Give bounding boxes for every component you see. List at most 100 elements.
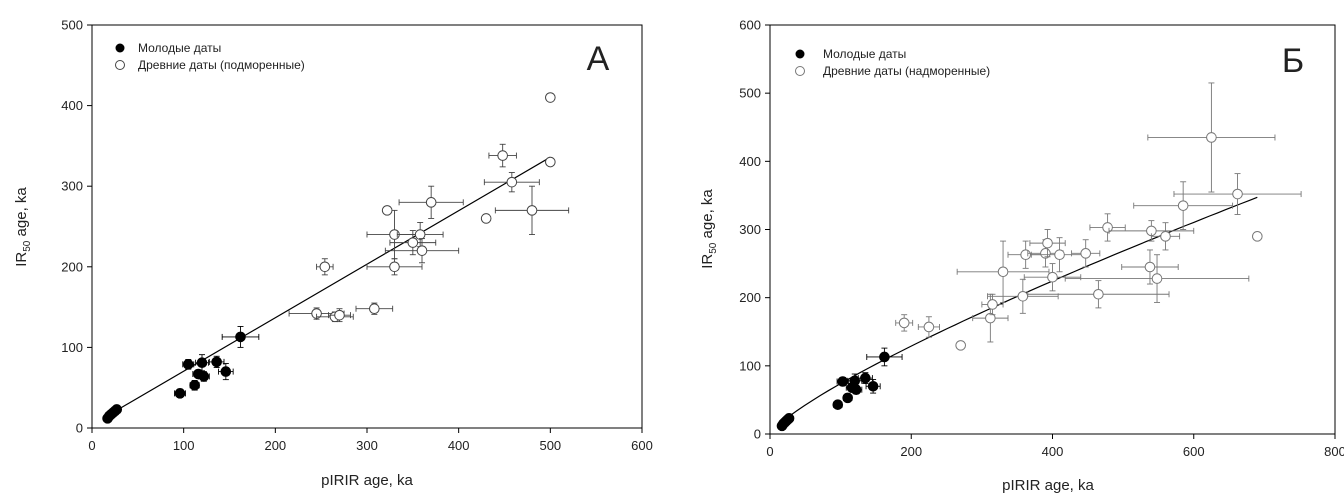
old-date-point bbox=[1080, 248, 1091, 259]
y-tick-label: 400 bbox=[61, 98, 83, 113]
y-tick-label: 400 bbox=[739, 154, 761, 169]
old-date-point bbox=[1252, 231, 1263, 242]
legend-b: Молодые даты Древние даты (надморенные) bbox=[795, 47, 990, 78]
axis-ticks-a: 0 100 200 300 400 500 600 0 100 200 300 400 500 bbox=[61, 18, 653, 454]
y-tick-label: 0 bbox=[76, 421, 83, 436]
y-axis-label-rest-a: age, ka bbox=[13, 187, 30, 241]
legend-label-young: Молодые даты bbox=[823, 47, 906, 61]
old-date-point bbox=[1042, 237, 1053, 249]
old-date-point bbox=[997, 266, 1009, 278]
old-date-point bbox=[1020, 249, 1031, 261]
x-tick-label: 400 bbox=[448, 438, 470, 453]
old-date-point bbox=[1054, 249, 1065, 261]
young-date-point bbox=[111, 404, 123, 415]
old-date-point bbox=[1160, 231, 1171, 242]
x-axis-label-b: pIRIR age, ka bbox=[1002, 477, 1094, 493]
old-date-point bbox=[407, 237, 419, 248]
legend-marker-filled bbox=[115, 43, 125, 53]
legend-label-old: Древние даты (подморенные) bbox=[138, 58, 305, 72]
panel-label-a: А bbox=[587, 40, 610, 78]
x-tick-label: 600 bbox=[631, 438, 653, 453]
regression-line bbox=[105, 156, 551, 418]
x-tick-label: 400 bbox=[1042, 444, 1064, 459]
old-date-point bbox=[414, 229, 426, 240]
young-date-point bbox=[879, 351, 890, 363]
x-tick-label: 100 bbox=[173, 438, 195, 453]
old-date-point bbox=[334, 309, 345, 321]
old-date-point bbox=[987, 299, 998, 310]
legend-label-old: Древние даты (надморенные) bbox=[823, 64, 990, 78]
y-axis-label-main-a: IR bbox=[13, 252, 30, 267]
data-points-b bbox=[776, 82, 1302, 432]
axis-ticks-b: 0 200 400 600 800 0 100 200 300 400 500 600 bbox=[739, 18, 1344, 460]
chart-panel-b: 0 200 400 600 800 0 100 200 300 400 500 600 Б Молод… bbox=[699, 18, 1344, 493]
x-axis-label-a: pIRIR age, ka bbox=[321, 472, 413, 489]
legend-marker-open bbox=[795, 66, 805, 76]
x-tick-label: 500 bbox=[539, 438, 561, 453]
y-tick-label: 500 bbox=[739, 86, 761, 101]
y-tick-label: 300 bbox=[739, 222, 761, 237]
legend-a: Молодые даты Древние даты (подморенные) bbox=[115, 41, 305, 72]
old-date-point bbox=[1017, 291, 1029, 302]
old-date-point bbox=[1151, 273, 1163, 284]
old-date-point bbox=[425, 197, 437, 208]
y-axis-label-sub-b: 50 bbox=[708, 242, 719, 254]
young-date-point bbox=[220, 366, 232, 377]
old-date-point bbox=[955, 340, 966, 351]
old-date-point bbox=[319, 261, 331, 273]
y-axis-label-main-b: IR bbox=[699, 254, 716, 269]
x-tick-label: 200 bbox=[264, 438, 286, 453]
old-date-point bbox=[526, 205, 538, 216]
old-date-point bbox=[1206, 132, 1217, 143]
y-axis-label-sub-a: 50 bbox=[22, 240, 33, 252]
y-axis-label-rest-b: age, ka bbox=[699, 189, 716, 243]
old-date-point bbox=[1177, 200, 1189, 211]
x-tick-label: 600 bbox=[1183, 444, 1205, 459]
y-tick-label: 100 bbox=[61, 340, 83, 355]
old-date-point bbox=[497, 150, 508, 161]
old-date-point bbox=[1232, 188, 1243, 200]
y-tick-label: 300 bbox=[61, 179, 83, 194]
x-tick-label: 300 bbox=[356, 438, 378, 453]
chart-panel-a: 0 100 200 300 400 500 600 0 100 200 300 400 500 А Мо… bbox=[13, 18, 653, 490]
y-axis-label-b: IR50 age, ka bbox=[699, 189, 719, 269]
young-date-point bbox=[783, 413, 795, 424]
y-tick-label: 500 bbox=[61, 18, 83, 33]
old-date-point bbox=[381, 205, 393, 216]
young-date-point bbox=[196, 357, 208, 369]
legend-marker-filled bbox=[795, 49, 805, 59]
data-points-a bbox=[102, 92, 570, 424]
x-tick-label: 0 bbox=[88, 438, 95, 453]
young-date-point bbox=[198, 371, 210, 382]
y-tick-label: 200 bbox=[739, 290, 761, 305]
old-date-point bbox=[480, 213, 492, 224]
legend-label-young: Молодые даты bbox=[138, 41, 221, 55]
young-date-point bbox=[867, 380, 879, 392]
plot-frame-b bbox=[769, 24, 1336, 435]
young-date-point bbox=[189, 379, 200, 391]
old-date-point bbox=[985, 312, 996, 324]
old-date-point bbox=[923, 321, 935, 333]
y-tick-label: 100 bbox=[739, 358, 761, 373]
young-date-point bbox=[842, 392, 853, 404]
fit-line-a bbox=[105, 156, 551, 418]
x-tick-label: 0 bbox=[766, 444, 773, 459]
young-date-point bbox=[850, 384, 862, 395]
old-date-point bbox=[898, 317, 910, 329]
old-date-point bbox=[1047, 271, 1058, 283]
young-date-point bbox=[860, 372, 871, 384]
old-date-point bbox=[1093, 288, 1104, 300]
y-axis-label-a: IR50 age, ka bbox=[13, 187, 33, 267]
y-tick-label: 600 bbox=[739, 18, 761, 33]
plot-frame-a bbox=[91, 24, 643, 429]
y-tick-label: 0 bbox=[754, 427, 761, 442]
y-tick-label: 200 bbox=[61, 259, 83, 274]
old-date-point bbox=[416, 245, 428, 256]
old-date-point bbox=[369, 303, 380, 315]
young-date-point bbox=[211, 356, 222, 368]
old-date-point bbox=[545, 92, 556, 103]
panel-label-b: Б bbox=[1282, 42, 1304, 80]
x-tick-label: 800 bbox=[1324, 444, 1344, 459]
young-date-point bbox=[174, 388, 186, 399]
